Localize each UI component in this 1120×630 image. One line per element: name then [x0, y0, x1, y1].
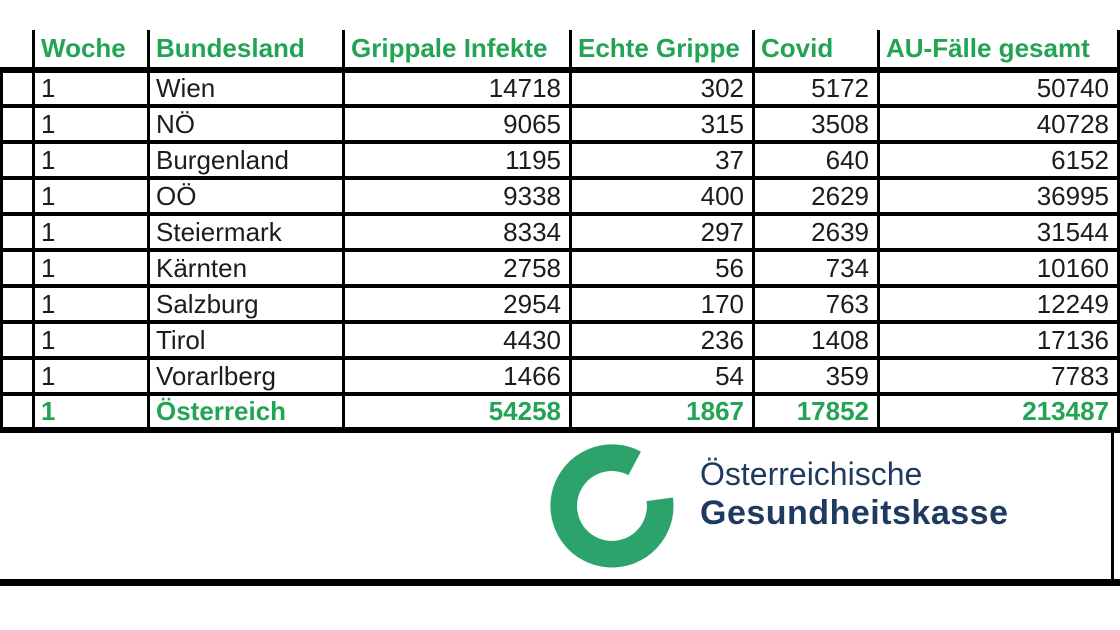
cell-echte-grippe: 170: [569, 284, 755, 322]
bottom-border-rule: [0, 579, 1120, 586]
cell-woche: 1: [32, 104, 150, 142]
cell-bundesland: Österreich: [147, 392, 345, 433]
cell-grippale-infekte: 2954: [342, 284, 572, 322]
cell-grippale-infekte: 9065: [342, 104, 572, 142]
cell-covid: 763: [752, 284, 880, 322]
cell-grippale-infekte: 8334: [342, 212, 572, 250]
cell-echte-grippe: 315: [569, 104, 755, 142]
cell-spacer: [0, 212, 35, 250]
cell-woche: 1: [32, 356, 150, 394]
col-header-woche: Woche: [32, 30, 150, 73]
cell-grippale-infekte: 9338: [342, 176, 572, 214]
cell-echte-grippe: 54: [569, 356, 755, 394]
cell-spacer: [0, 356, 35, 394]
cell-covid: 5172: [752, 68, 880, 106]
col-header-echte-grippe: Echte Grippe: [569, 30, 755, 73]
col-header-spacer: [1, 30, 35, 73]
cell-spacer: [0, 104, 35, 142]
logo-line1: Österreichische: [700, 456, 923, 492]
cell-echte-grippe: 56: [569, 248, 755, 286]
cell-woche: 1: [32, 284, 150, 322]
cell-covid: 2629: [752, 176, 880, 214]
cell-covid: 359: [752, 356, 880, 394]
cell-grippale-infekte: 1195: [342, 140, 572, 178]
cell-bundesland: Tirol: [147, 320, 345, 358]
cell-echte-grippe: 37: [569, 140, 755, 178]
cell-woche: 1: [32, 392, 150, 433]
col-header-grippale-infekte: Grippale Infekte: [342, 30, 572, 73]
cell-echte-grippe: 297: [569, 212, 755, 250]
cell-covid: 1408: [752, 320, 880, 358]
cell-au-faelle-gesamt: 31544: [877, 212, 1120, 250]
cell-au-faelle-gesamt: 40728: [877, 104, 1120, 142]
cell-grippale-infekte: 1466: [342, 356, 572, 394]
table-row: 1 OÖ 9338 400 2629 36995: [0, 176, 1120, 214]
cell-woche: 1: [32, 320, 150, 358]
cell-covid: 17852: [752, 392, 880, 433]
cell-au-faelle-gesamt: 12249: [877, 284, 1120, 322]
cell-spacer: [0, 284, 35, 322]
cell-au-faelle-gesamt: 6152: [877, 140, 1120, 178]
cell-woche: 1: [32, 68, 150, 106]
table-row: 1 Wien 14718 302 5172 50740: [0, 68, 1120, 106]
cell-au-faelle-gesamt: 213487: [877, 392, 1120, 433]
cell-spacer: [0, 392, 35, 433]
col-header-au-faelle-gesamt: AU-Fälle gesamt: [877, 30, 1120, 73]
logo-section: Österreichische Gesundheitskasse: [0, 433, 1114, 579]
cell-woche: 1: [32, 248, 150, 286]
table-row: 1 NÖ 9065 315 3508 40728: [0, 104, 1120, 142]
cell-covid: 734: [752, 248, 880, 286]
table-row-total: 1 Österreich 54258 1867 17852 213487: [0, 392, 1120, 433]
cell-bundesland: OÖ: [147, 176, 345, 214]
cell-echte-grippe: 302: [569, 68, 755, 106]
cell-woche: 1: [32, 212, 150, 250]
logo-wordmark: Österreichische Gesundheitskasse: [700, 455, 1008, 534]
cell-bundesland: Steiermark: [147, 212, 345, 250]
cell-spacer: [0, 248, 35, 286]
table-row: 1 Burgenland 1195 37 640 6152: [0, 140, 1120, 178]
cell-echte-grippe: 400: [569, 176, 755, 214]
cell-bundesland: Burgenland: [147, 140, 345, 178]
table-row: 1 Vorarlberg 1466 54 359 7783: [0, 356, 1120, 394]
cell-au-faelle-gesamt: 7783: [877, 356, 1120, 394]
cell-au-faelle-gesamt: 50740: [877, 68, 1120, 106]
sick-leave-table: Woche Bundesland Grippale Infekte Echte …: [0, 30, 1120, 433]
cell-grippale-infekte: 2758: [342, 248, 572, 286]
cell-covid: 3508: [752, 104, 880, 142]
col-header-bundesland: Bundesland: [147, 30, 345, 73]
col-header-covid: Covid: [752, 30, 880, 73]
cell-bundesland: Vorarlberg: [147, 356, 345, 394]
cell-grippale-infekte: 54258: [342, 392, 572, 433]
cell-spacer: [0, 68, 35, 106]
table-row: 1 Tirol 4430 236 1408 17136: [0, 320, 1120, 358]
cell-au-faelle-gesamt: 17136: [877, 320, 1120, 358]
cell-woche: 1: [32, 140, 150, 178]
cell-bundesland: Salzburg: [147, 284, 345, 322]
cell-grippale-infekte: 4430: [342, 320, 572, 358]
cell-bundesland: Wien: [147, 68, 345, 106]
cell-covid: 640: [752, 140, 880, 178]
table-row: 1 Steiermark 8334 297 2639 31544: [0, 212, 1120, 250]
header-row: Woche Bundesland Grippale Infekte Echte …: [1, 30, 1120, 73]
cell-spacer: [0, 176, 35, 214]
cell-bundesland: Kärnten: [147, 248, 345, 286]
table-row: 1 Kärnten 2758 56 734 10160: [0, 248, 1120, 286]
table-row: 1 Salzburg 2954 170 763 12249: [0, 284, 1120, 322]
cell-au-faelle-gesamt: 10160: [877, 248, 1120, 286]
cell-grippale-infekte: 14718: [342, 68, 572, 106]
oegk-logo-icon: [550, 444, 674, 568]
cell-covid: 2639: [752, 212, 880, 250]
cell-echte-grippe: 236: [569, 320, 755, 358]
cell-woche: 1: [32, 176, 150, 214]
cell-spacer: [0, 140, 35, 178]
logo-line2: Gesundheitskasse: [700, 494, 1009, 533]
cell-spacer: [0, 320, 35, 358]
cell-echte-grippe: 1867: [569, 392, 755, 433]
cell-bundesland: NÖ: [147, 104, 345, 142]
cell-au-faelle-gesamt: 36995: [877, 176, 1120, 214]
table-body: 1 Wien 14718 302 5172 50740 1 NÖ 9065 315 3508 4072…: [0, 68, 1120, 433]
